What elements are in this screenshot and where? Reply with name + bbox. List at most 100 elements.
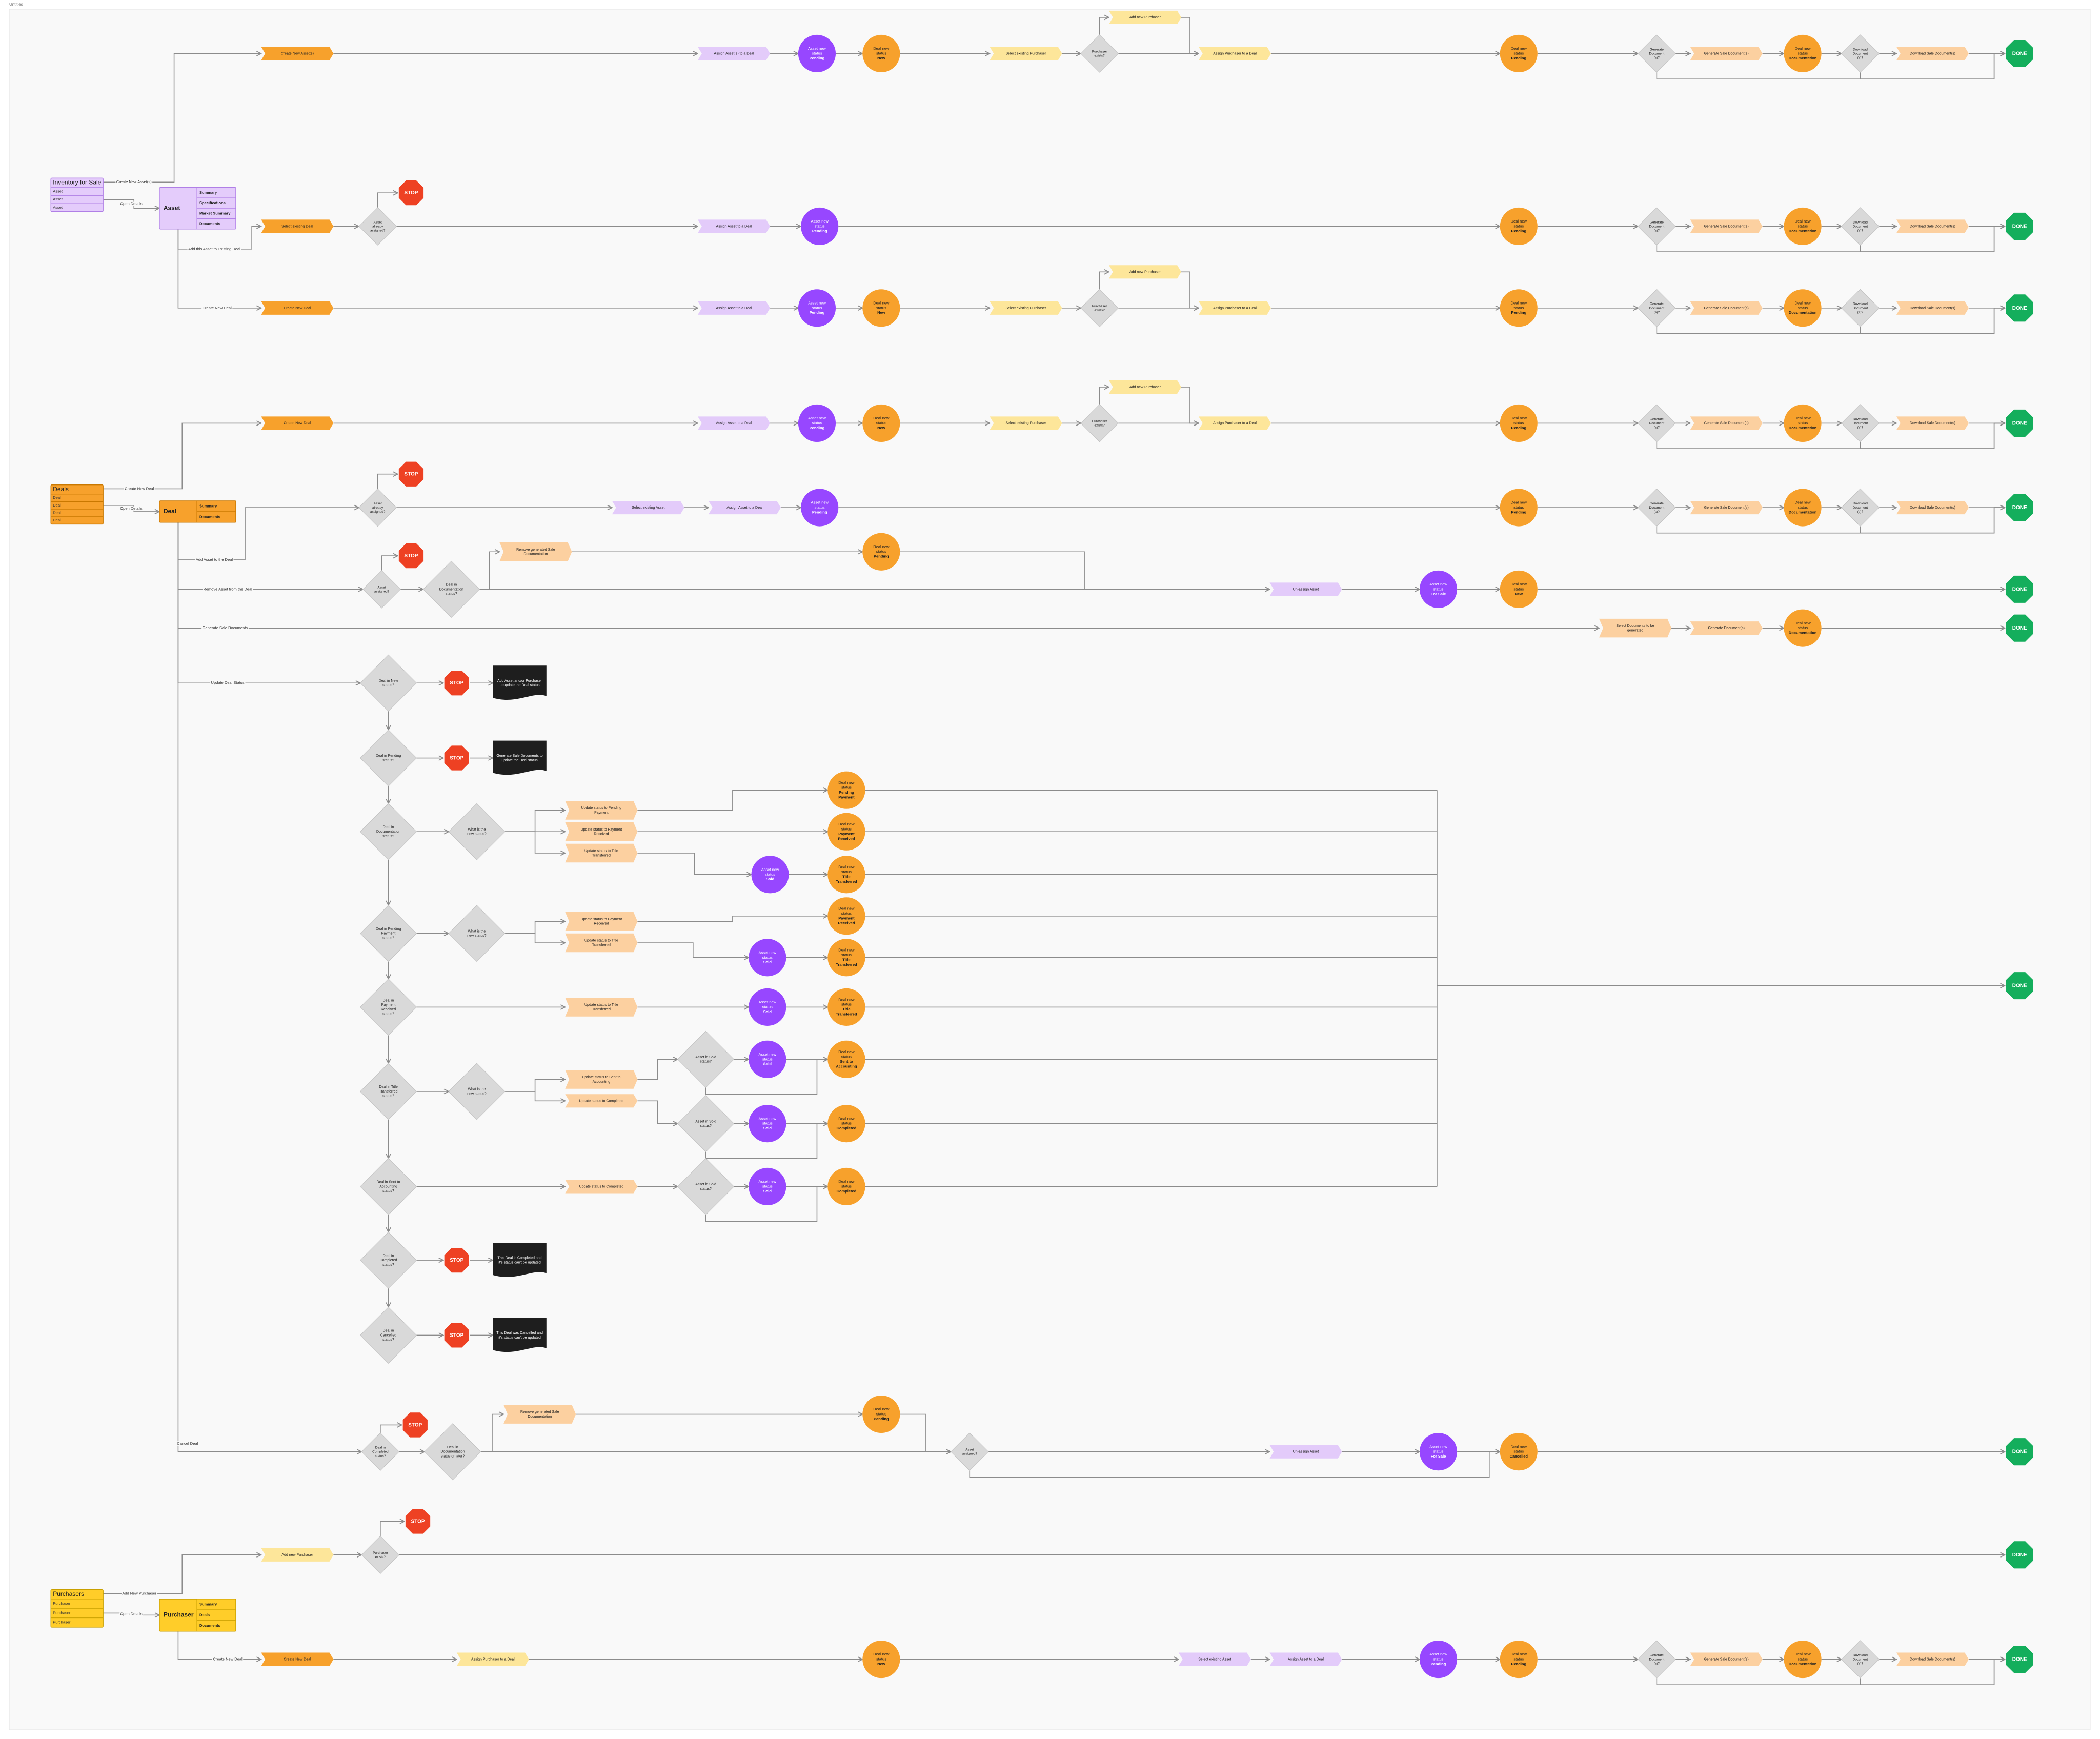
- node-text-line: STOP: [450, 680, 463, 686]
- node-text: Asset new status Sold: [759, 1000, 777, 1014]
- asset-status: [1419, 1641, 1458, 1679]
- node-text-line: already: [372, 225, 383, 228]
- node-text-line: Document: [1649, 506, 1665, 510]
- node-text-line: Asset new: [1429, 1652, 1447, 1656]
- node-text-line: Documentation: [1789, 310, 1817, 315]
- node-text: Update status to Title Transferred: [584, 1003, 618, 1012]
- flow-node: Select existing Deal: [261, 219, 334, 233]
- node-text-line: Deal in Sent to: [377, 1181, 400, 1184]
- step-arrow: [499, 542, 572, 561]
- node-text-line: status: [762, 1121, 773, 1126]
- node-text-line: (s)?: [1654, 56, 1660, 59]
- node-text-line: new status?: [467, 934, 486, 938]
- node-text: Generate Document (s)?: [1649, 1653, 1665, 1665]
- node-text-line: Update status to Payment: [581, 918, 622, 921]
- node-text-line: (s)?: [1654, 426, 1660, 429]
- deal-status: [1500, 1433, 1538, 1471]
- done-sign: [2006, 494, 2033, 521]
- node-text-line: Generate Document(s): [1708, 626, 1745, 630]
- node-text-line: Download Sale Document(s): [1910, 421, 1955, 425]
- node-text: Generate Sale Document(s): [1704, 1657, 1749, 1661]
- node-text-line: Assign Asset(s) to a Deal: [714, 52, 754, 55]
- node-text: Generate Document (s)?: [1649, 302, 1665, 314]
- node-text-line: Payment: [381, 1003, 396, 1007]
- flow-node: Add Asset and/or Purchaser to update the …: [493, 665, 547, 700]
- node-text-line: Document: [1853, 421, 1868, 425]
- card-title: Deal: [164, 508, 176, 515]
- decision: [1638, 488, 1676, 527]
- node-text-line: Assign Asset to a Deal: [716, 225, 752, 228]
- decision: [448, 905, 506, 962]
- flow-node: Assign Purchaser to a Deal: [456, 1652, 529, 1666]
- step-arrow: [565, 933, 638, 953]
- flow-node: Deal in Documentation status or later?: [424, 1423, 481, 1481]
- flow-node: DONE: [2006, 1438, 2033, 1466]
- node-text: STOP: [450, 1332, 463, 1338]
- flow-node: Deal new status New: [862, 1641, 900, 1679]
- flow-node: Deal new status Completed: [827, 1105, 865, 1143]
- node-text-line: Document: [1649, 52, 1665, 55]
- node-text-line: Completed: [372, 1450, 389, 1453]
- node-text-line: Download Sale Document(s): [1910, 307, 1955, 310]
- connector: [504, 933, 566, 943]
- entity-box: [50, 177, 104, 212]
- node-text-line: Pending: [874, 1417, 889, 1421]
- decision: [359, 905, 417, 962]
- node-text-line: Select existing Purchaser: [1005, 52, 1046, 55]
- node-text-line: Asset in Sold: [695, 1183, 716, 1186]
- flow-node: Generate Document (s)?: [1638, 1640, 1676, 1679]
- deal-status: [827, 1167, 865, 1206]
- detail-card: Asset Summary Specifications Market Summary…: [159, 187, 236, 230]
- node-text-line: status: [812, 51, 822, 55]
- node-text-line: Received: [594, 832, 609, 836]
- step-arrow: [565, 1180, 638, 1194]
- flow-node: DONE: [2006, 972, 2033, 1000]
- node-text: Assign Asset to a Deal: [716, 307, 752, 310]
- flow-node: Purchaser exists?: [361, 1535, 400, 1574]
- node-text-line: Asset new: [759, 1052, 777, 1057]
- node-text-line: STOP: [411, 1519, 425, 1524]
- stop-sign: [405, 1509, 431, 1534]
- flow-node: Generate Sale Documents to update the Dea…: [493, 740, 547, 775]
- node-text-line: status: [1513, 51, 1524, 55]
- deal-status: [1784, 34, 1822, 73]
- node-text-line: DONE: [2012, 305, 2027, 311]
- node-text-line: Download: [1853, 502, 1868, 505]
- node-text-line: Documentation: [1789, 229, 1817, 233]
- node-text-line: status: [1798, 505, 1808, 510]
- node-text-line: status: [841, 1002, 852, 1007]
- node-text: Deal in Documentation status or later?: [440, 1446, 465, 1459]
- decision: [677, 1030, 735, 1088]
- flow-node: Assign Purchaser to a Deal: [1198, 301, 1271, 315]
- flow-node: Asset new status Sold: [751, 856, 789, 894]
- flow-node: Deal new status New: [862, 404, 900, 442]
- node-text-line: Remove generated Sale: [520, 1410, 559, 1414]
- flow-node: Deal in Documentation status?: [422, 560, 480, 618]
- deal-status: [862, 404, 900, 442]
- node-text-line: Payment: [594, 811, 609, 815]
- connector: [504, 831, 566, 853]
- flow-node: Update status to Payment Received: [565, 912, 638, 931]
- step-arrow: [261, 301, 334, 315]
- node-text: DONE: [2012, 1449, 2027, 1454]
- node-text-line: already: [372, 506, 383, 510]
- node-text-line: Un-assign Asset: [1293, 1450, 1319, 1454]
- step-arrow: [565, 822, 638, 841]
- flow-node: Create New Deal: [261, 301, 334, 315]
- node-text-line: Pending: [812, 510, 827, 514]
- node-text: Assign Asset to a Deal: [716, 421, 752, 425]
- decision: [1080, 404, 1119, 442]
- bypass-connector: [1860, 308, 2005, 334]
- node-text: Purchaser exists?: [1092, 419, 1107, 427]
- flow-node: STOP: [398, 180, 424, 206]
- flow: Create New Deal Assign Asset to a Deal Ass…: [261, 380, 2033, 442]
- deal-status: [1500, 207, 1538, 246]
- node-text: Deal new status Documentation: [1789, 416, 1817, 430]
- node-text-line: exists?: [1095, 309, 1105, 312]
- deal-status: [862, 1395, 900, 1433]
- bypass-connector: [969, 1452, 1500, 1478]
- node-text-line: Pending: [1511, 229, 1526, 233]
- node-text-line: assigned?: [370, 229, 386, 232]
- step-arrow: [1690, 301, 1763, 315]
- node-text: Update status to Completed: [579, 1185, 624, 1188]
